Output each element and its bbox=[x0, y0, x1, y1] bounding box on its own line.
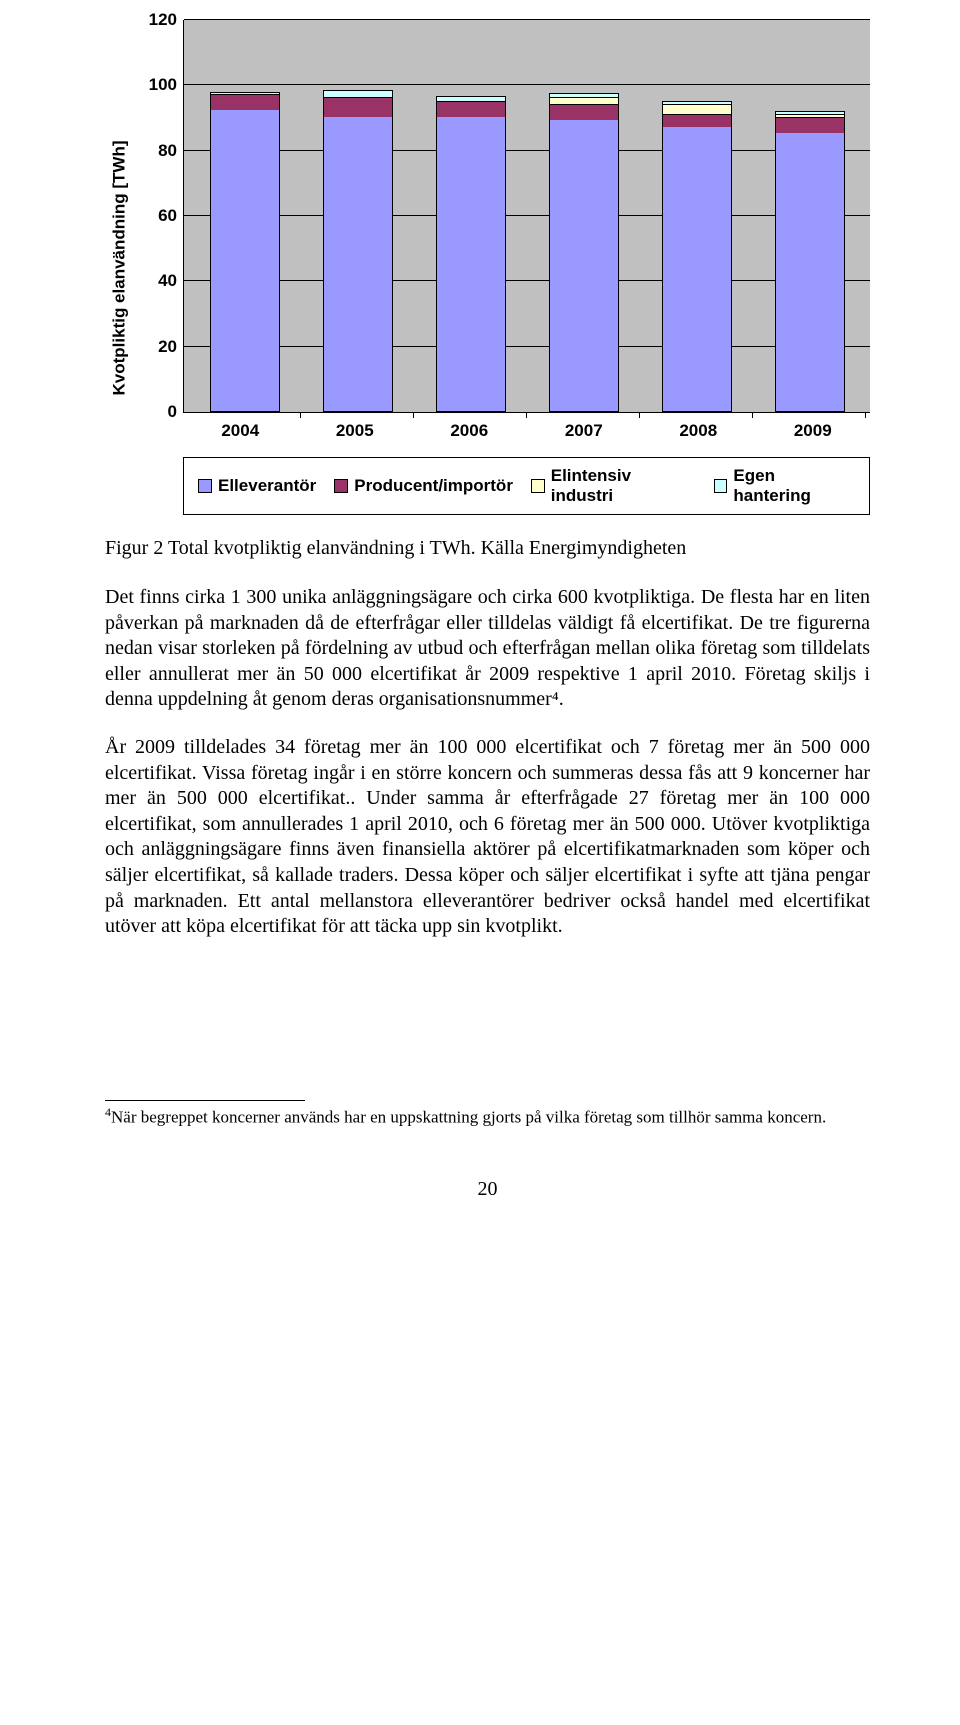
x-tick-mark bbox=[639, 412, 640, 418]
bar-segment bbox=[437, 101, 505, 117]
bar-segment bbox=[324, 97, 392, 117]
chart: Kvotpliktig elanvändning [TWh] 120100806… bbox=[105, 20, 870, 515]
legend-item: Elintensiv industri bbox=[531, 466, 696, 506]
bar-slot bbox=[301, 90, 414, 412]
plot-area bbox=[183, 20, 870, 413]
bar-slot bbox=[188, 92, 301, 412]
bars-row bbox=[184, 20, 870, 412]
page-number: 20 bbox=[105, 1178, 870, 1201]
stacked-bar bbox=[323, 90, 393, 412]
chart-caption: Figur 2 Total kvotpliktig elanvändning i… bbox=[105, 535, 870, 561]
bar-slot bbox=[527, 93, 640, 412]
legend-item: Elleverantör bbox=[198, 466, 316, 506]
footnote: 4När begreppet koncerner används har en … bbox=[105, 1105, 870, 1128]
legend-swatch bbox=[531, 479, 545, 493]
plot-wrap: 200420052006200720082009 Elleverantör Pro… bbox=[183, 20, 870, 515]
body-paragraph-1: Det finns cirka 1 300 unika anläggningsä… bbox=[105, 585, 870, 713]
bar-segment bbox=[211, 94, 279, 110]
x-tick-mark bbox=[752, 412, 753, 418]
bar-segment bbox=[437, 117, 505, 411]
bar-slot bbox=[640, 101, 753, 412]
x-tick-label: 2008 bbox=[641, 421, 756, 441]
x-tick-label: 2006 bbox=[412, 421, 527, 441]
legend-item: Producent/importör bbox=[334, 466, 513, 506]
stacked-bar bbox=[662, 101, 732, 412]
legend-label: Elintensiv industri bbox=[551, 466, 696, 506]
bar-segment bbox=[663, 114, 731, 127]
legend-label: Elleverantör bbox=[218, 476, 316, 496]
legend-label: Producent/importör bbox=[354, 476, 513, 496]
legend-swatch bbox=[334, 479, 348, 493]
x-tick-label: 2009 bbox=[756, 421, 871, 441]
x-axis-ticks: 200420052006200720082009 bbox=[183, 421, 870, 441]
legend-swatch bbox=[198, 479, 212, 493]
x-tick-label: 2005 bbox=[298, 421, 413, 441]
bar-segment bbox=[663, 104, 731, 114]
body-paragraph-2: År 2009 tilldelades 34 företag mer än 10… bbox=[105, 735, 870, 940]
x-tick-label: 2007 bbox=[527, 421, 642, 441]
bar-segment bbox=[211, 110, 279, 411]
chart-layout: Kvotpliktig elanvändning [TWh] 120100806… bbox=[105, 20, 870, 515]
bar-segment bbox=[663, 127, 731, 411]
bar-slot bbox=[753, 111, 866, 412]
footnote-rule bbox=[105, 1100, 305, 1101]
stacked-bar bbox=[436, 96, 506, 412]
x-tick-label: 2004 bbox=[183, 421, 298, 441]
stacked-bar bbox=[549, 93, 619, 412]
bar-segment bbox=[776, 133, 844, 411]
chart-legend: Elleverantör Producent/importör Elintensiv… bbox=[183, 457, 870, 515]
x-tick-mark bbox=[413, 412, 414, 418]
legend-item: Egen hantering bbox=[714, 466, 855, 506]
legend-label: Egen hantering bbox=[733, 466, 855, 506]
stacked-bar bbox=[775, 111, 845, 412]
x-tick-mark bbox=[865, 412, 866, 418]
y-axis-label-cell: Kvotpliktig elanvändning [TWh] bbox=[105, 20, 133, 515]
legend-swatch bbox=[714, 479, 728, 493]
x-tick-mark bbox=[300, 412, 301, 418]
bar-slot bbox=[414, 96, 527, 412]
bar-segment bbox=[324, 117, 392, 411]
page: Kvotpliktig elanvändning [TWh] 120100806… bbox=[0, 0, 960, 1241]
y-axis-label: Kvotpliktig elanvändning [TWh] bbox=[109, 140, 129, 395]
bar-segment bbox=[776, 117, 844, 133]
y-axis-ticks: 120100806040200 bbox=[133, 20, 183, 412]
stacked-bar bbox=[210, 92, 280, 412]
footnote-text: När begreppet koncerner används har en u… bbox=[111, 1107, 826, 1126]
bar-segment bbox=[550, 104, 618, 120]
bar-segment bbox=[550, 120, 618, 411]
x-tick-mark bbox=[526, 412, 527, 418]
